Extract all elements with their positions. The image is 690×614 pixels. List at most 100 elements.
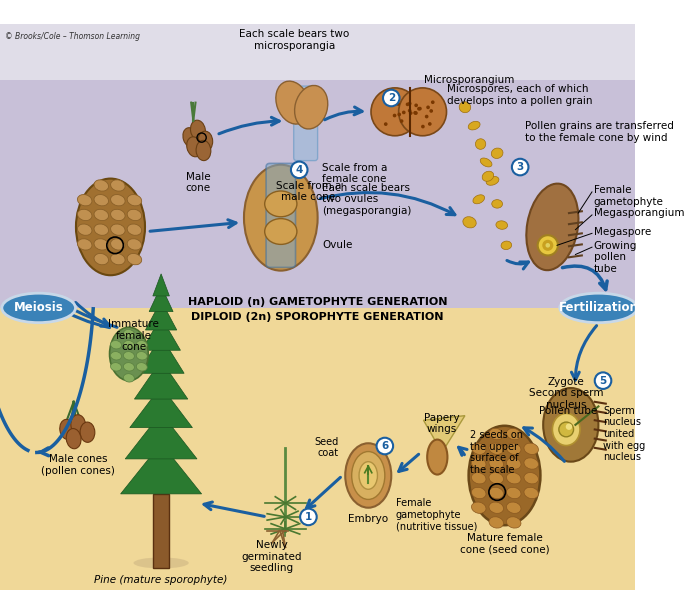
- Ellipse shape: [486, 176, 499, 185]
- Text: Male cones
(pollen cones): Male cones (pollen cones): [41, 454, 115, 476]
- Polygon shape: [424, 416, 465, 453]
- Circle shape: [428, 122, 432, 126]
- Ellipse shape: [427, 440, 447, 475]
- Circle shape: [414, 104, 418, 107]
- Ellipse shape: [137, 341, 147, 349]
- Ellipse shape: [110, 254, 125, 265]
- Text: Microspores, each of which
develops into a pollen grain: Microspores, each of which develops into…: [446, 84, 592, 106]
- Ellipse shape: [198, 131, 213, 152]
- Ellipse shape: [459, 102, 471, 113]
- Ellipse shape: [345, 443, 391, 508]
- Circle shape: [291, 161, 308, 178]
- Text: Meiosis: Meiosis: [14, 301, 63, 314]
- Polygon shape: [121, 443, 201, 494]
- Circle shape: [387, 98, 391, 102]
- Circle shape: [426, 106, 430, 109]
- Ellipse shape: [124, 330, 135, 338]
- Ellipse shape: [492, 200, 502, 208]
- Bar: [0, 308, 635, 589]
- Ellipse shape: [265, 219, 297, 244]
- Ellipse shape: [110, 239, 125, 250]
- Ellipse shape: [471, 488, 486, 499]
- Ellipse shape: [506, 517, 521, 528]
- FancyBboxPatch shape: [294, 86, 317, 161]
- Circle shape: [391, 99, 395, 103]
- Ellipse shape: [471, 502, 486, 513]
- Circle shape: [512, 159, 529, 176]
- Circle shape: [425, 115, 428, 119]
- Ellipse shape: [77, 209, 92, 220]
- Circle shape: [391, 103, 394, 107]
- Ellipse shape: [124, 341, 135, 349]
- Text: 2: 2: [388, 93, 395, 103]
- Circle shape: [546, 243, 550, 247]
- Ellipse shape: [196, 141, 211, 161]
- Ellipse shape: [475, 139, 486, 149]
- Ellipse shape: [110, 195, 125, 206]
- Polygon shape: [149, 286, 173, 311]
- Ellipse shape: [244, 165, 317, 271]
- Ellipse shape: [538, 235, 558, 255]
- Ellipse shape: [524, 488, 538, 499]
- Ellipse shape: [94, 209, 108, 220]
- Text: 4: 4: [295, 165, 303, 175]
- Ellipse shape: [76, 179, 145, 275]
- Polygon shape: [146, 301, 177, 330]
- Polygon shape: [135, 360, 188, 399]
- Circle shape: [386, 99, 390, 103]
- Ellipse shape: [110, 180, 125, 191]
- Text: Scale from a
female cone: Scale from a female cone: [322, 163, 388, 184]
- Ellipse shape: [110, 209, 125, 220]
- Ellipse shape: [489, 502, 504, 513]
- Ellipse shape: [489, 443, 504, 454]
- Ellipse shape: [276, 81, 310, 124]
- Circle shape: [542, 240, 553, 251]
- Ellipse shape: [471, 458, 486, 469]
- Text: Growing
pollen
tube: Growing pollen tube: [594, 241, 637, 274]
- Ellipse shape: [110, 224, 125, 235]
- Polygon shape: [138, 336, 184, 373]
- Ellipse shape: [352, 451, 385, 499]
- Ellipse shape: [187, 137, 201, 157]
- Ellipse shape: [127, 239, 141, 250]
- FancyBboxPatch shape: [266, 163, 295, 268]
- Polygon shape: [141, 317, 181, 350]
- Ellipse shape: [480, 158, 492, 167]
- Circle shape: [397, 112, 401, 116]
- Ellipse shape: [489, 473, 504, 484]
- Text: Embryo: Embryo: [348, 514, 388, 524]
- Circle shape: [384, 122, 388, 126]
- Text: Each scale bears
two ovules
(megasporangia): Each scale bears two ovules (megasporang…: [322, 183, 412, 216]
- Ellipse shape: [124, 363, 135, 371]
- Ellipse shape: [489, 488, 504, 499]
- Bar: [0, 25, 635, 52]
- Circle shape: [559, 422, 573, 437]
- Ellipse shape: [560, 293, 637, 322]
- Circle shape: [397, 102, 400, 106]
- Text: 5: 5: [600, 376, 607, 386]
- Text: Megaspore: Megaspore: [594, 227, 651, 237]
- Ellipse shape: [506, 502, 521, 513]
- Circle shape: [408, 109, 411, 112]
- Text: 3: 3: [517, 162, 524, 172]
- Text: Microsporangium: Microsporangium: [424, 75, 514, 85]
- Text: Second sperm
nucleus: Second sperm nucleus: [529, 388, 604, 410]
- Text: Female
gametophyte
(nutritive tissue): Female gametophyte (nutritive tissue): [396, 499, 477, 532]
- Ellipse shape: [127, 224, 141, 235]
- Text: Mature female
cone (seed cone): Mature female cone (seed cone): [460, 532, 549, 554]
- Circle shape: [408, 102, 411, 106]
- Ellipse shape: [80, 422, 95, 442]
- Circle shape: [431, 100, 435, 104]
- Ellipse shape: [506, 443, 521, 454]
- Ellipse shape: [94, 239, 108, 250]
- Circle shape: [383, 90, 400, 106]
- Ellipse shape: [94, 195, 108, 206]
- Ellipse shape: [127, 209, 141, 220]
- Ellipse shape: [463, 217, 476, 228]
- Text: Scale from a
male cone: Scale from a male cone: [276, 181, 341, 203]
- Ellipse shape: [110, 363, 121, 371]
- Ellipse shape: [524, 443, 538, 454]
- Ellipse shape: [2, 293, 75, 322]
- Ellipse shape: [471, 473, 486, 484]
- Ellipse shape: [491, 148, 503, 158]
